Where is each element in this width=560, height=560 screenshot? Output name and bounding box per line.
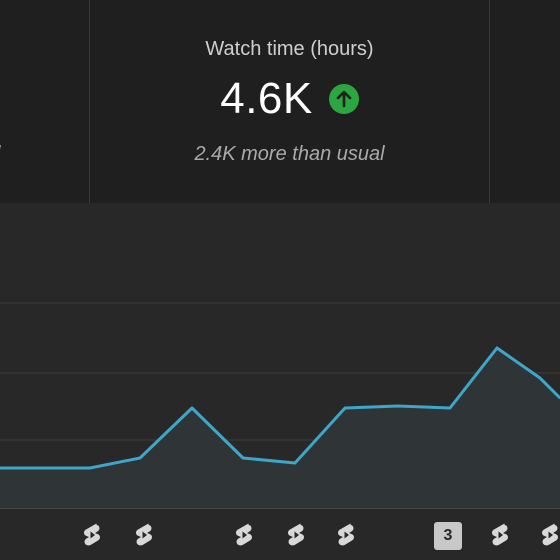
- shorts-icon[interactable]: [334, 521, 358, 549]
- chart-point[interactable]: [191, 407, 193, 409]
- metric-card-next[interactable]: [490, 0, 560, 203]
- shorts-icon[interactable]: [80, 521, 104, 549]
- watch-time-chart: [0, 302, 560, 509]
- chart-point[interactable]: [294, 462, 296, 464]
- metric-card-watch-time[interactable]: Watch time (hours) 4.6K 2.4K more than u…: [90, 0, 490, 203]
- chart-point[interactable]: [539, 377, 541, 379]
- chart-point[interactable]: [496, 347, 498, 349]
- chart-point[interactable]: [344, 407, 346, 409]
- metric-comparison: 2.4K more than usual: [194, 143, 385, 165]
- chart-point[interactable]: [89, 467, 91, 469]
- metric-tabs: l Watch time (hours) 4.6K 2.4K more than…: [0, 0, 560, 203]
- shorts-icon[interactable]: [132, 521, 156, 549]
- chart-point[interactable]: [449, 407, 451, 409]
- metric-title: Watch time (hours): [205, 38, 374, 60]
- metric-card-previous[interactable]: l: [0, 0, 90, 203]
- shorts-icon[interactable]: [488, 521, 512, 549]
- metric-value: 4.6K: [220, 74, 313, 123]
- chart-area: [0, 348, 560, 508]
- chart-point[interactable]: [42, 467, 44, 469]
- chart-point[interactable]: [397, 405, 399, 407]
- chart-point[interactable]: [139, 457, 141, 459]
- shorts-icon[interactable]: [284, 521, 308, 549]
- chart-point[interactable]: [242, 457, 244, 459]
- marker-count-badge[interactable]: 3: [434, 522, 462, 550]
- shorts-icon[interactable]: [232, 521, 256, 549]
- chart-point[interactable]: [0, 467, 1, 469]
- shorts-icon[interactable]: [538, 521, 560, 549]
- metric-value-row: 4.6K: [90, 74, 489, 124]
- trend-up-icon: [328, 84, 359, 114]
